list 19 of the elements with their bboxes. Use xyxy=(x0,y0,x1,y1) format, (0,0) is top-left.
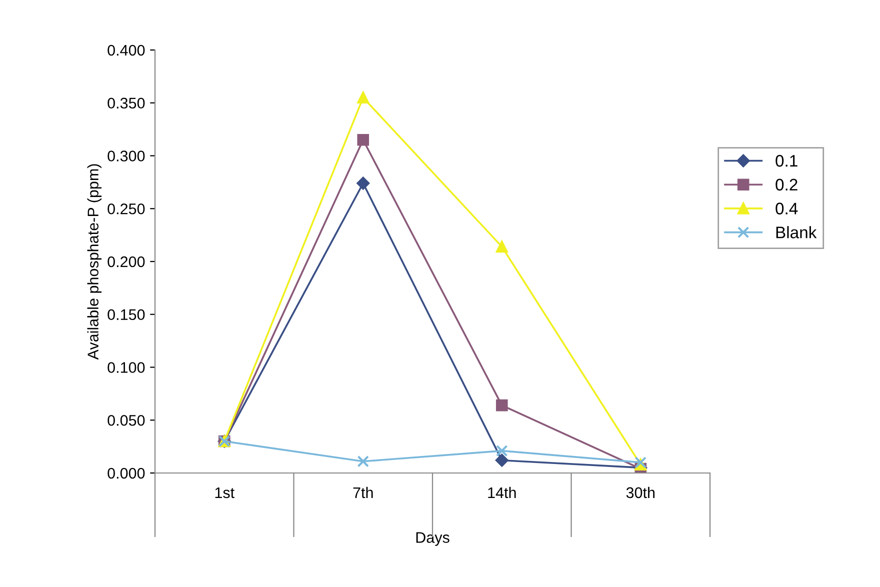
x-tick-label: 7th xyxy=(353,486,373,498)
x-tick-label: 30th xyxy=(626,486,654,498)
y-axis-title: Available phosphate-P (ppm) xyxy=(87,164,102,360)
legend-label: 0.2 xyxy=(776,178,798,191)
y-tick-label: 0.400 xyxy=(108,44,145,56)
y-tick-label: 0.350 xyxy=(108,98,145,109)
legend-label: 0.4 xyxy=(776,202,798,214)
y-tick-label: 0.150 xyxy=(108,309,145,320)
y-tick-label: 0.300 xyxy=(108,150,145,162)
x-tick-label: 1st xyxy=(215,487,234,498)
legend-label: Blank xyxy=(776,226,817,238)
y-tick-label: 0.200 xyxy=(108,256,145,268)
y-tick-label: 0.000 xyxy=(108,468,145,479)
y-tick-label: 0.050 xyxy=(108,414,145,426)
x-axis-title: Days xyxy=(416,532,450,546)
legend-label: 0.1 xyxy=(776,154,798,167)
y-tick-label: 0.100 xyxy=(108,362,145,373)
y-tick-label: 0.250 xyxy=(108,203,145,214)
x-tick-label: 14th xyxy=(488,486,516,498)
